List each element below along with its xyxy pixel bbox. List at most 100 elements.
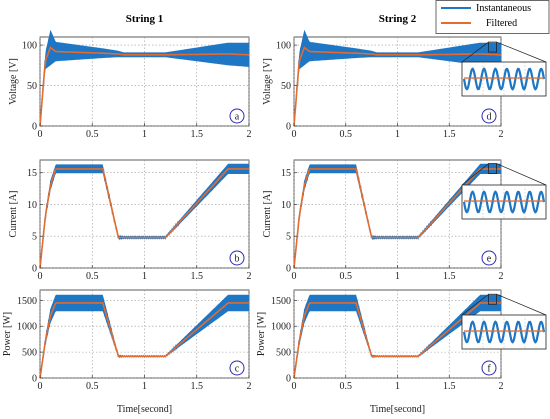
x-tick-label: 0 bbox=[38, 129, 43, 140]
y-axis-label: Power [W] bbox=[2, 312, 13, 356]
zoom-box bbox=[488, 41, 497, 53]
y-tick-label: 50 bbox=[27, 81, 37, 92]
y-tick-label: 10 bbox=[27, 200, 37, 211]
x-tick-label: 0 bbox=[38, 271, 43, 282]
panel-label-circle bbox=[481, 108, 497, 124]
y-tick-label: 500 bbox=[276, 348, 291, 359]
x-tick-label: 2 bbox=[499, 381, 504, 392]
x-tick-label: 1.5 bbox=[443, 381, 456, 392]
x-tick-label: 0.5 bbox=[340, 129, 353, 140]
panel-label: a bbox=[235, 112, 240, 123]
x-tick-label: 1 bbox=[142, 271, 147, 282]
x-tick-label: 0 bbox=[292, 271, 297, 282]
subplot: 0 0.5 1 1.5 2 0 5 10 15 Current [A] b bbox=[8, 159, 252, 282]
legend: Instantaneous Filtered bbox=[435, 0, 550, 34]
x-tick-label: 0 bbox=[292, 381, 297, 392]
series-instantaneous bbox=[293, 164, 502, 269]
x-tick-label: 1 bbox=[395, 271, 400, 282]
x-tick-label: 2 bbox=[499, 129, 504, 140]
legend-label-instantaneous: Instantaneous bbox=[476, 3, 531, 14]
x-tick-label: 1.5 bbox=[191, 381, 204, 392]
y-tick-label: 15 bbox=[281, 168, 291, 179]
x-tick-label: 2 bbox=[247, 129, 252, 140]
y-axis-label: Current [A] bbox=[262, 191, 273, 238]
y-tick-label: 0 bbox=[32, 264, 37, 275]
x-axis-label: Time[second] bbox=[117, 404, 172, 415]
column-title: String 2 bbox=[379, 13, 417, 25]
x-tick-label: 2 bbox=[247, 271, 252, 282]
series-instantaneous bbox=[39, 31, 250, 127]
y-tick-label: 100 bbox=[22, 41, 37, 52]
y-tick-label: 10 bbox=[281, 200, 291, 211]
x-tick-label: 0 bbox=[38, 381, 43, 392]
x-tick-label: 0.5 bbox=[340, 271, 353, 282]
panel-label: d bbox=[487, 112, 492, 123]
x-tick-label: 1.5 bbox=[191, 129, 204, 140]
inset-instantaneous bbox=[462, 67, 546, 91]
x-axis-label: Time[second] bbox=[370, 404, 425, 415]
subplot: 0 0.5 1 1.5 2 0 5 10 15 Current [A] e bbox=[262, 159, 547, 282]
y-tick-label: 1500 bbox=[271, 296, 291, 307]
panel-label-circle bbox=[229, 250, 245, 266]
x-tick-label: 0 bbox=[292, 129, 297, 140]
legend-box bbox=[435, 0, 550, 34]
y-axis-label: Voltage [V] bbox=[8, 58, 19, 105]
subplot: 0 0.5 1 1.5 2 0 500 1000 1500 Power [W] c bbox=[2, 289, 252, 392]
y-tick-label: 15 bbox=[27, 168, 37, 179]
panel-label: f bbox=[487, 364, 491, 375]
series-filtered bbox=[293, 168, 501, 269]
x-tick-label: 0.5 bbox=[340, 381, 353, 392]
y-tick-label: 1000 bbox=[17, 322, 37, 333]
y-tick-label: 100 bbox=[276, 41, 291, 52]
zoom-connector bbox=[496, 41, 547, 63]
x-tick-label: 0.5 bbox=[86, 129, 99, 140]
panel-label-circle bbox=[229, 108, 245, 124]
y-tick-label: 0 bbox=[286, 374, 291, 385]
zoom-connector bbox=[496, 163, 547, 186]
x-tick-label: 2 bbox=[247, 381, 252, 392]
zoom-box bbox=[488, 163, 497, 174]
y-axis-label: Power [W] bbox=[256, 312, 267, 356]
x-tick-label: 1.5 bbox=[191, 271, 204, 282]
subplot: 0 0.5 1 1.5 2 0 500 1000 1500 Power [W] f bbox=[256, 289, 547, 392]
x-tick-label: 1.5 bbox=[443, 129, 456, 140]
x-tick-label: 2 bbox=[499, 271, 504, 282]
panel-label-circle bbox=[229, 360, 245, 376]
x-tick-label: 1 bbox=[395, 381, 400, 392]
y-axis-label: Current [A] bbox=[8, 191, 19, 238]
y-tick-label: 0 bbox=[286, 122, 291, 133]
panel-label: c bbox=[235, 364, 240, 375]
y-tick-label: 50 bbox=[281, 81, 291, 92]
zoom-connector bbox=[461, 41, 489, 63]
x-tick-label: 1 bbox=[395, 129, 400, 140]
y-tick-label: 0 bbox=[32, 122, 37, 133]
y-tick-label: 1500 bbox=[17, 296, 37, 307]
x-tick-label: 1 bbox=[142, 129, 147, 140]
panel-label-circle bbox=[481, 250, 497, 266]
y-tick-label: 1000 bbox=[271, 322, 291, 333]
series-instantaneous bbox=[293, 31, 502, 127]
inset-instantaneous bbox=[462, 190, 546, 214]
series-instantaneous bbox=[39, 164, 250, 269]
zoom-connector bbox=[496, 293, 547, 316]
zoom-connector bbox=[461, 293, 489, 316]
series-filtered bbox=[39, 46, 249, 127]
zoom-connector bbox=[461, 163, 489, 186]
zoom-box bbox=[488, 293, 497, 305]
panel-label: e bbox=[487, 254, 492, 265]
y-tick-label: 0 bbox=[286, 264, 291, 275]
inset-instantaneous bbox=[462, 320, 546, 344]
column-title: String 1 bbox=[126, 13, 164, 25]
x-tick-label: 0.5 bbox=[86, 381, 99, 392]
x-tick-label: 1.5 bbox=[443, 271, 456, 282]
series-filtered bbox=[39, 168, 249, 269]
x-tick-label: 0.5 bbox=[86, 271, 99, 282]
panel-label-circle bbox=[481, 360, 497, 376]
series-filtered bbox=[293, 46, 501, 127]
series-filtered bbox=[39, 302, 249, 379]
x-tick-label: 1 bbox=[142, 381, 147, 392]
y-tick-label: 0 bbox=[32, 374, 37, 385]
